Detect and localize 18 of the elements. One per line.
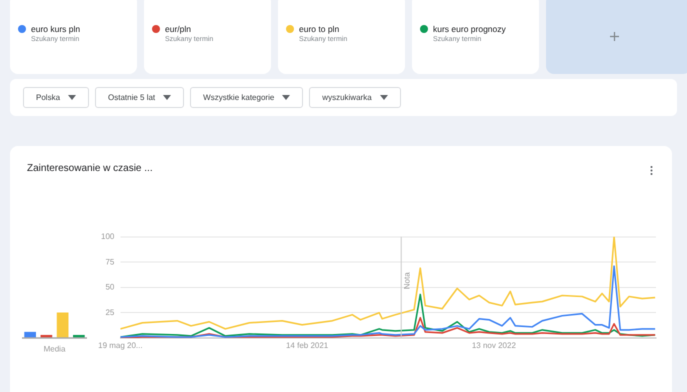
y-tick-label: 75 — [105, 257, 115, 266]
legend-label: euro kurs pln — [31, 24, 80, 34]
text: Wszystkie kategorie — [203, 93, 274, 102]
x-tick-label: 14 feb 2021 — [286, 341, 329, 350]
ref-line-label: Nota — [402, 272, 412, 290]
text: Polska — [36, 93, 60, 102]
x-tick-label: 19 mag 20... — [98, 341, 143, 350]
x-tick-label: 13 nov 2022 — [472, 341, 516, 350]
text: Ostatnie 5 lat — [108, 93, 156, 102]
y-tick-label: 50 — [105, 282, 115, 292]
y-tick-label: 100 — [100, 232, 115, 242]
text: wyszukiwarka — [322, 93, 372, 102]
legend-label: euro to pln — [299, 24, 340, 34]
y-tick-label: 25 — [105, 308, 115, 317]
chart-title: Zainteresowanie w czasie ... — [27, 163, 153, 174]
legend-label: kurs euro prognozy — [433, 24, 506, 34]
legend-label: eur/pln — [165, 24, 191, 34]
x-axis-title: Media — [44, 344, 66, 354]
